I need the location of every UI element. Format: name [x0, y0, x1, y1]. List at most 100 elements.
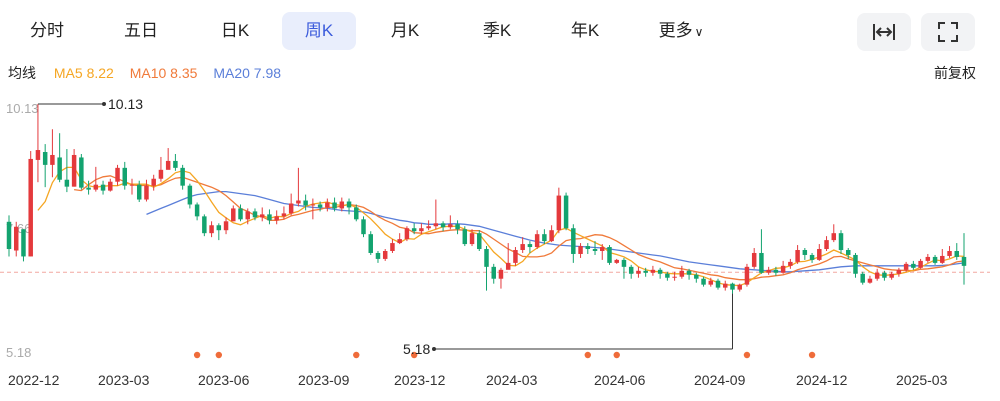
candle: [86, 180, 91, 195]
candle: [202, 214, 207, 237]
candle: [672, 271, 677, 281]
tab-year-k[interactable]: 年K: [570, 21, 600, 40]
candle: [701, 276, 706, 287]
candle: [556, 187, 562, 234]
horizontal-expand-icon: [873, 24, 895, 40]
candle: [354, 204, 359, 222]
candle: [621, 257, 627, 279]
low-annotation-label: 5.18: [403, 341, 430, 357]
tab-day-k[interactable]: 日K: [220, 21, 250, 40]
candle: [325, 198, 330, 212]
tab-season-k[interactable]: 季K: [482, 21, 512, 40]
x-tick-label: 2022-12: [8, 372, 60, 388]
candle: [679, 265, 685, 279]
candle: [310, 198, 316, 220]
ma5-line: [37, 166, 965, 287]
tab-month-k[interactable]: 月K: [390, 21, 420, 40]
candle: [129, 178, 135, 195]
candle: [21, 229, 26, 262]
candle: [607, 245, 612, 265]
candle: [252, 208, 258, 221]
event-marker-dot[interactable]: [215, 351, 223, 359]
candle: [751, 248, 757, 269]
candle: [35, 104, 41, 183]
candle: [173, 153, 178, 171]
candle: [571, 224, 576, 263]
candle: [296, 167, 301, 207]
candle: [317, 201, 323, 212]
candle: [448, 215, 453, 230]
candle: [831, 224, 837, 243]
candle: [780, 260, 786, 274]
event-marker-dot[interactable]: [353, 351, 360, 359]
candle: [505, 243, 511, 270]
x-tick-label: 2024-12: [796, 372, 848, 388]
expand-width-button[interactable]: [857, 13, 911, 51]
legend-ma10: MA10 8.35: [129, 65, 198, 81]
candle: [643, 267, 648, 277]
candle: [64, 149, 70, 193]
ma20-line: [146, 190, 965, 273]
candle: [245, 208, 250, 225]
candle: [71, 149, 77, 187]
fullscreen-button[interactable]: [921, 13, 975, 51]
tab-more-label: 更多: [658, 21, 693, 40]
candle: [136, 180, 142, 202]
candle: [165, 148, 171, 170]
price-adjust-toggle[interactable]: 前复权: [934, 65, 976, 81]
tab-week-k[interactable]: 周K: [282, 12, 356, 50]
high-annotation: 10.13: [37, 96, 143, 112]
candle: [636, 266, 641, 278]
candle: [339, 197, 345, 212]
candle: [122, 161, 128, 190]
candle: [42, 144, 48, 188]
chevron-down-icon: ∨: [694, 25, 704, 39]
candle: [267, 209, 272, 225]
candle: [419, 223, 424, 235]
candle: [853, 252, 858, 278]
event-marker-dot[interactable]: [613, 351, 620, 359]
candle: [303, 194, 308, 211]
tab-fenshi[interactable]: 分时: [30, 21, 64, 40]
event-marker-dot[interactable]: [743, 351, 751, 359]
candle: [375, 251, 381, 263]
candle: [549, 225, 554, 243]
x-tick-label: 2024-09: [694, 372, 746, 388]
tab-wuri[interactable]: 五日: [124, 21, 158, 40]
candle: [6, 215, 12, 257]
candle: [477, 230, 482, 251]
candle: [845, 248, 851, 259]
y-max-label: 10.13: [6, 101, 39, 116]
period-tab-bar: 分时 五日 日K 周K 月K 季K 年K 更多 ∨: [0, 12, 1000, 52]
candle: [455, 220, 460, 235]
y-min-label: 5.18: [6, 345, 31, 360]
candle: [788, 258, 793, 269]
candle: [274, 210, 279, 225]
candle: [411, 223, 417, 235]
candle: [657, 267, 663, 279]
event-marker-dot[interactable]: [193, 351, 201, 359]
tab-more[interactable]: 更多 ∨: [650, 12, 712, 50]
candle: [93, 166, 99, 192]
candle: [940, 249, 945, 264]
event-marker-dot[interactable]: [808, 351, 816, 359]
candle: [773, 266, 779, 276]
candle: [563, 192, 569, 231]
candle: [874, 268, 880, 281]
candle: [368, 231, 373, 255]
x-axis: 2022-12 2023-03 2023-06 2023-09 2023-12 …: [0, 372, 1000, 392]
candle: [911, 260, 916, 270]
candle: [361, 216, 366, 238]
candle: [954, 243, 960, 260]
event-marker-dot[interactable]: [584, 351, 591, 359]
candle: [961, 233, 967, 285]
low-annotation: 5.18: [403, 293, 733, 357]
event-marker-dot[interactable]: [410, 351, 418, 359]
candle: [520, 237, 525, 253]
fullscreen-icon: [938, 22, 958, 42]
ma10-line: [74, 175, 965, 281]
candle: [440, 221, 446, 232]
candle: [600, 244, 605, 260]
candle: [404, 226, 410, 242]
